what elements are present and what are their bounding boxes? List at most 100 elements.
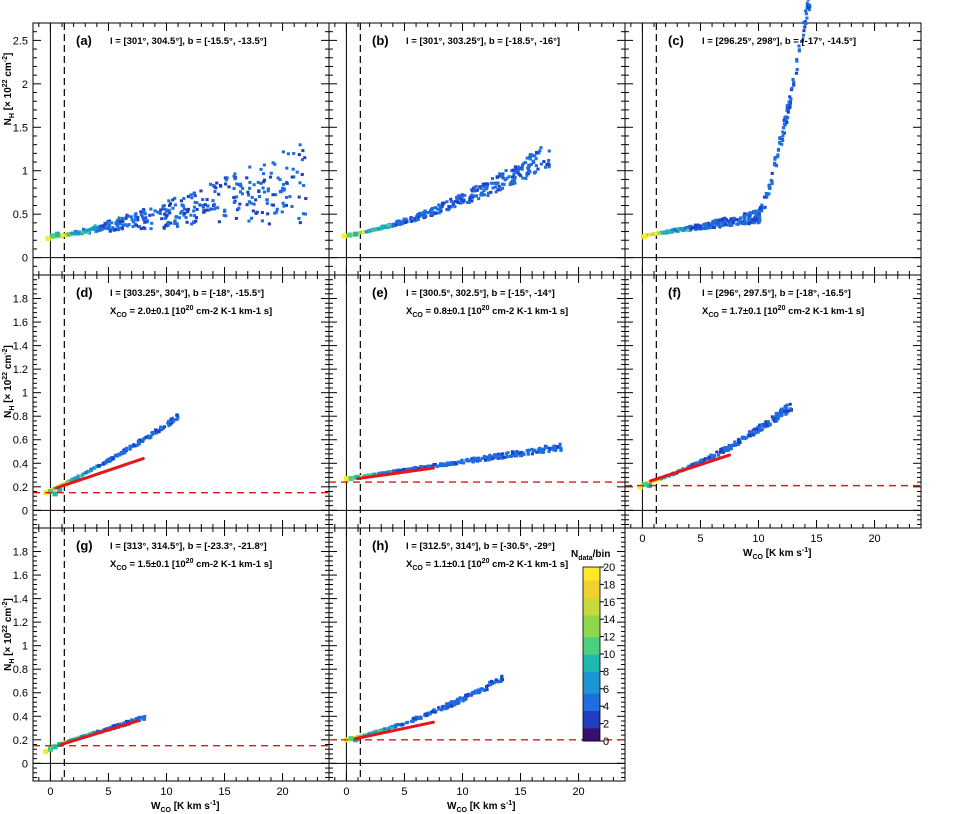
bin-cell xyxy=(106,220,110,224)
bin-cell xyxy=(408,217,413,221)
y-axis-title: NH [× 1022 cm-2] xyxy=(2,598,16,671)
y-tick-label: 1 xyxy=(22,388,28,400)
bin-cell xyxy=(211,183,215,187)
bin-cell xyxy=(145,220,149,224)
bin-cell xyxy=(175,222,179,226)
bin-cell xyxy=(80,232,85,236)
bin-cell xyxy=(758,426,762,430)
colorbar-segment xyxy=(583,584,600,590)
bin-cell xyxy=(301,149,305,153)
xco-label: XCO = 1.5±0.1 [1020 cm-2 K-1 km-1 s] xyxy=(110,558,272,572)
panel-label: (e) xyxy=(372,285,388,300)
bin-cell xyxy=(723,216,727,220)
xco-label: XCO = 2.0±0.1 [1020 cm-2 K-1 km-1 s] xyxy=(110,305,272,319)
bin-cell xyxy=(142,226,146,230)
bin-cell xyxy=(662,231,667,235)
bin-cell xyxy=(760,209,764,213)
bin-cell xyxy=(541,450,545,454)
bin-cell xyxy=(171,419,176,423)
bin-cell xyxy=(538,149,542,153)
bin-cell xyxy=(729,446,733,450)
bin-cell xyxy=(446,706,450,710)
bin-cell xyxy=(795,67,799,71)
bin-cell xyxy=(692,462,696,466)
bin-cell xyxy=(65,481,69,485)
colorbar-tick-label: 4 xyxy=(603,701,609,713)
bin-cell xyxy=(201,203,205,207)
bin-cell xyxy=(233,172,237,176)
y-tick-label: 1.5 xyxy=(13,122,28,134)
bin-cell xyxy=(128,445,132,449)
bin-cell xyxy=(151,213,155,217)
bin-cell xyxy=(738,219,742,223)
bin-cell xyxy=(539,162,543,166)
bin-cell xyxy=(482,193,486,197)
bin-cell-dense xyxy=(50,233,56,239)
bin-cell xyxy=(555,445,560,449)
bin-cell xyxy=(121,224,125,228)
bin-cell xyxy=(703,458,707,462)
bin-cell xyxy=(447,206,451,210)
bin-cell xyxy=(274,210,279,214)
bin-cell xyxy=(446,703,450,707)
bin-cell xyxy=(377,471,381,475)
bin-cell xyxy=(267,222,271,226)
bin-cell xyxy=(685,225,689,229)
bin-cell xyxy=(437,707,441,711)
bin-cell xyxy=(530,447,534,451)
bin-cell xyxy=(223,176,227,180)
bin-cell xyxy=(292,151,296,155)
bin-cell xyxy=(787,100,791,104)
x-tick-label: 20 xyxy=(572,786,584,798)
bin-cell xyxy=(513,170,517,174)
bin-cell xyxy=(461,696,465,700)
bin-cell xyxy=(119,222,123,226)
bin-cell xyxy=(124,223,128,227)
bin-cell xyxy=(259,167,263,171)
bin-cell xyxy=(113,724,117,728)
bin-cell xyxy=(484,182,488,186)
bin-cell xyxy=(471,460,475,464)
bin-cell xyxy=(201,198,205,202)
y-tick-label: 2 xyxy=(22,79,28,91)
panel-b: (b) l = [301°, 303.25°], b = [-18.5°, -16… xyxy=(328,22,626,276)
colorbar-segment xyxy=(583,588,600,594)
range-label: l = [313°, 314.5°], b = [-23.3°, -21.8°] xyxy=(110,541,267,552)
bin-cell xyxy=(785,104,790,108)
bin-cell xyxy=(514,453,518,457)
bin-cell xyxy=(537,450,541,454)
bin-cell xyxy=(214,186,218,190)
bin-cell xyxy=(271,161,275,165)
bin-cell xyxy=(375,729,379,733)
bin-cell xyxy=(774,164,779,168)
colorbar-segment xyxy=(583,667,600,672)
bin-cell xyxy=(76,231,80,235)
bin-cell xyxy=(733,442,737,446)
bin-cell xyxy=(209,207,213,211)
bin-cell xyxy=(391,469,395,473)
bin-cell xyxy=(486,193,490,197)
bin-cell xyxy=(763,425,767,429)
bin-cell xyxy=(176,415,180,419)
bin-cell xyxy=(384,471,388,475)
bin-cell xyxy=(94,225,98,229)
bin-cell xyxy=(785,403,789,407)
bin-cell xyxy=(494,190,498,194)
bin-cell xyxy=(182,213,186,217)
bin-cell xyxy=(797,44,801,48)
bin-cell xyxy=(440,708,444,712)
colorbar-tick-label: 16 xyxy=(603,597,615,609)
bin-cell xyxy=(192,192,196,196)
bin-cell xyxy=(467,200,471,204)
bin-cell xyxy=(106,458,110,462)
bin-cell xyxy=(278,190,283,194)
bin-cell xyxy=(521,162,526,166)
bin-cell xyxy=(440,201,445,205)
bin-cell xyxy=(558,442,562,446)
bin-cell xyxy=(412,466,416,470)
bin-cell xyxy=(687,225,691,229)
bin-cell xyxy=(490,455,495,459)
bin-cell xyxy=(770,180,774,184)
bin-cell xyxy=(380,728,384,732)
bin-cell xyxy=(756,214,761,218)
